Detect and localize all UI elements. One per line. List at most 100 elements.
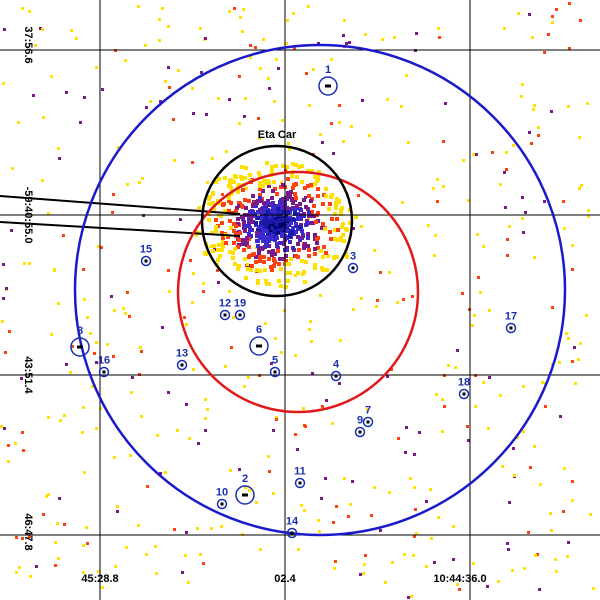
pixel <box>97 570 100 573</box>
source-circle <box>286 527 298 539</box>
pixel <box>2 82 5 85</box>
pixel <box>512 144 515 147</box>
pixel <box>344 227 348 231</box>
pixel <box>334 206 338 210</box>
source-label: 19 <box>234 298 246 310</box>
pixel <box>296 271 300 275</box>
pixel <box>57 302 60 305</box>
pixel <box>292 207 296 211</box>
pixel <box>272 257 276 261</box>
pixel <box>587 215 590 218</box>
pixel <box>246 263 249 266</box>
pixel <box>260 212 264 216</box>
pixel <box>82 268 85 271</box>
pixel <box>491 151 494 154</box>
pixel <box>83 471 86 474</box>
source-label: 17 <box>505 311 517 323</box>
pixel <box>551 21 554 24</box>
pixel <box>567 541 570 544</box>
pixel <box>246 267 250 271</box>
pixel <box>568 47 571 50</box>
pixel <box>434 234 437 237</box>
pixel <box>285 236 289 240</box>
pixel <box>332 152 335 155</box>
pixel <box>313 175 317 179</box>
pixel <box>291 217 295 221</box>
pixel <box>242 8 245 11</box>
pixel <box>158 18 161 21</box>
pixel <box>256 199 260 203</box>
pixel <box>270 165 274 169</box>
pixel <box>300 504 303 507</box>
pixel <box>274 337 277 340</box>
pixel <box>271 205 275 209</box>
pixel <box>239 175 243 179</box>
pixel <box>244 166 248 170</box>
pixel <box>388 491 391 494</box>
pixel <box>442 185 445 188</box>
sources: 1 15 3 12 19 17 8 6 16 13 5 4 18 79 11 2 10 14 <box>70 64 517 539</box>
pixel <box>339 339 342 342</box>
pixel <box>95 427 98 430</box>
pixel <box>452 558 455 561</box>
pixel <box>558 361 561 364</box>
pixel <box>266 201 270 205</box>
pixel <box>28 10 31 13</box>
pixel <box>267 219 271 223</box>
pixel <box>176 429 179 432</box>
pixel <box>228 290 231 293</box>
pixel <box>258 184 262 188</box>
pixel <box>303 424 306 427</box>
pixel <box>232 241 236 245</box>
pixel <box>243 385 246 388</box>
pixel <box>21 537 24 540</box>
pixel <box>577 358 580 361</box>
pixel <box>291 162 295 166</box>
pixel <box>303 242 307 246</box>
pixel <box>370 514 373 517</box>
pixel <box>237 238 241 242</box>
pixel <box>294 254 298 258</box>
pixel <box>214 180 218 184</box>
pixel <box>278 223 282 227</box>
pixel <box>86 542 89 545</box>
pixel <box>375 305 378 308</box>
pixel <box>167 25 170 28</box>
pixel <box>214 229 218 233</box>
pixel <box>474 405 477 408</box>
pixel <box>321 255 325 259</box>
pixel <box>261 228 265 232</box>
pixel <box>507 548 510 551</box>
source-label: 11 <box>294 466 306 478</box>
pixel <box>137 524 140 527</box>
pixel <box>86 316 89 319</box>
pixel <box>131 376 134 379</box>
pixel <box>42 513 45 516</box>
target-label: Eta Car <box>258 129 297 141</box>
pixel <box>254 260 258 264</box>
pixel <box>381 38 384 41</box>
pixel <box>161 7 164 10</box>
pixel <box>506 254 509 257</box>
pixel <box>306 169 310 173</box>
pixel <box>221 236 225 240</box>
pixel <box>228 10 231 13</box>
pixel <box>242 220 246 224</box>
pixel <box>158 39 161 42</box>
pixel <box>252 252 256 256</box>
pixel <box>227 196 231 200</box>
pixel <box>228 250 232 254</box>
pixel <box>189 259 192 262</box>
pixel <box>264 239 268 243</box>
pixel <box>458 588 461 591</box>
pixel <box>229 178 233 182</box>
pixel <box>482 381 485 384</box>
pixel <box>265 215 269 219</box>
pixel <box>271 234 275 238</box>
pixel <box>302 407 305 410</box>
pixel <box>362 572 365 575</box>
pixel <box>554 558 557 561</box>
pixel <box>289 257 293 261</box>
pixel <box>234 175 238 179</box>
pixel <box>269 237 273 241</box>
